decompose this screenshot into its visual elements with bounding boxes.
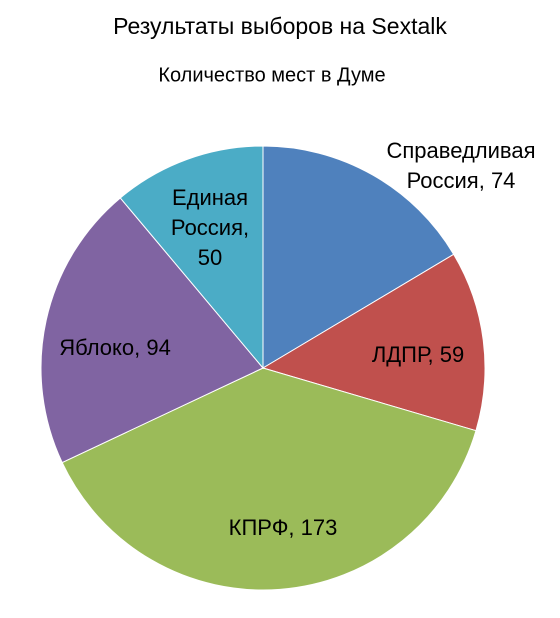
pie-slice (40, 197, 264, 464)
chart-subtitle: Количество мест в Думе (158, 64, 385, 86)
pie-slice (119, 145, 264, 370)
chart-title: Результаты выборов на Sextalk (113, 13, 447, 39)
data-label: Справедливая Россия, 74 (386, 138, 536, 193)
data-label: Яблоко, 94 (59, 335, 171, 360)
data-label: КПРФ, 173 (228, 515, 338, 540)
pie-slice (61, 367, 477, 591)
data-label: ЛДПР, 59 (371, 342, 465, 367)
pie-slice (262, 145, 455, 369)
data-label: Единая Россия, 50 (170, 185, 250, 270)
pie-slice (261, 253, 486, 432)
